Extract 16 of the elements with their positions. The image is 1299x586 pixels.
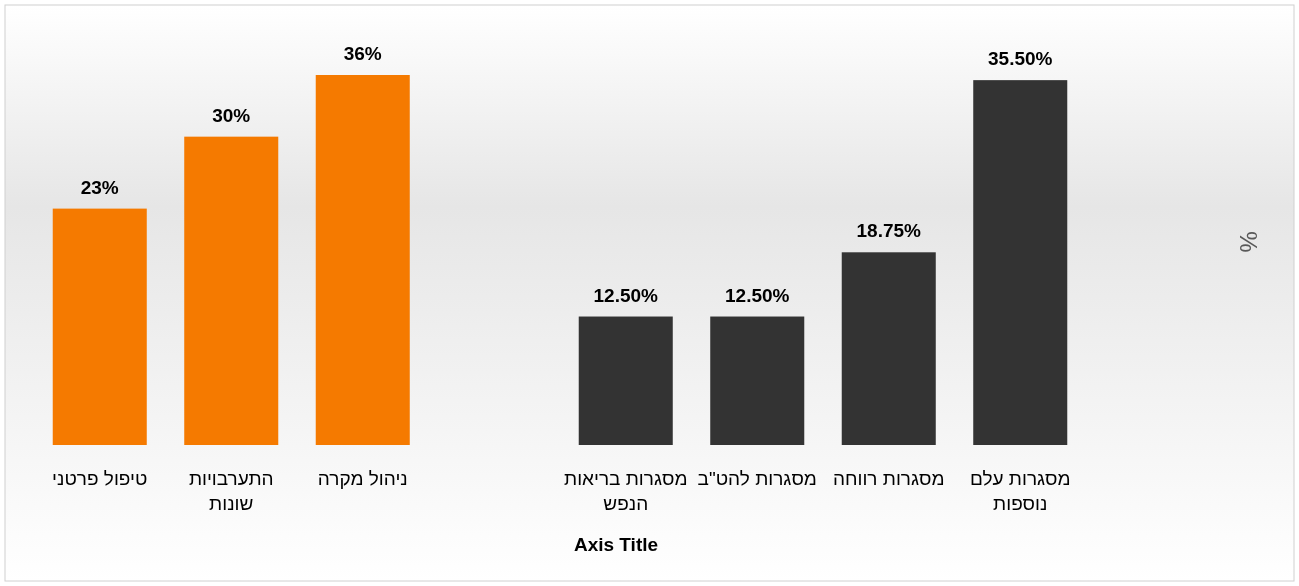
data-label: 36% [343, 43, 382, 64]
data-label: 12.50% [725, 284, 790, 306]
x-axis-title: Axis Title [573, 534, 659, 555]
x-tick-label: ניהול מקרה [317, 468, 408, 489]
data-label: 30% [212, 104, 251, 126]
x-tick-label: מסגרות עלם נוספות [969, 468, 1071, 514]
x-tick-label: התערבויות שונות [188, 468, 274, 514]
data-label: 23% [80, 176, 119, 198]
x-tick-label: טיפול פרטני [52, 468, 148, 489]
data-label: 12.50% [593, 284, 659, 306]
x-tick-label: מסגרות להט"ב [697, 468, 817, 489]
data-label: 35.50% [988, 48, 1053, 70]
x-tick-label: מסגרות רווחה [832, 468, 945, 489]
data-label: 18.75% [856, 220, 922, 242]
x-tick-label: מסגרות בריאות הנפש [564, 468, 688, 514]
text: % [1235, 231, 1262, 253]
